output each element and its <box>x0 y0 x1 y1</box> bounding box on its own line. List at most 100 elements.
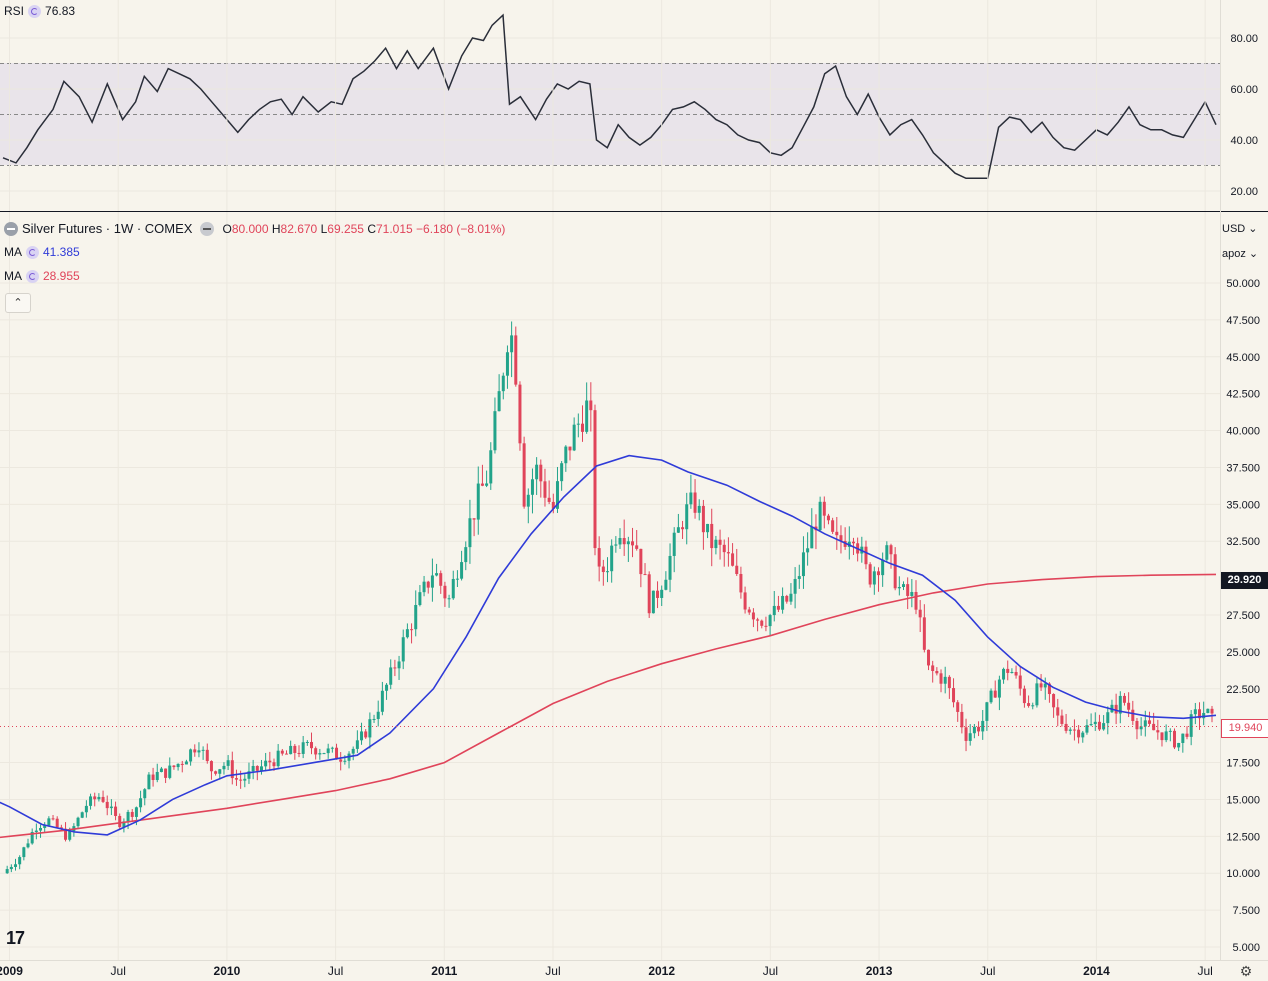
candle-body <box>51 818 55 820</box>
candle-body <box>139 798 143 808</box>
candle-body <box>55 818 59 828</box>
candle-body <box>243 778 247 781</box>
close-value: 71.015 <box>375 221 413 236</box>
candle-body <box>1052 694 1056 708</box>
candle-body <box>1097 721 1101 730</box>
candle-body <box>1114 704 1118 714</box>
candle-body <box>1164 731 1168 741</box>
y-tick-label: 37.500 <box>1226 462 1260 474</box>
refresh-icon[interactable] <box>26 245 39 259</box>
candle-body <box>676 527 680 533</box>
candle-body <box>747 609 751 613</box>
candle-body <box>380 690 384 712</box>
candle-body <box>826 515 830 521</box>
candle-body <box>89 796 93 806</box>
candle-body <box>426 581 430 588</box>
candle-body <box>259 766 263 771</box>
candle-body <box>906 584 910 596</box>
candle-body <box>993 690 997 698</box>
candle-body <box>614 544 618 546</box>
candle-body <box>143 789 147 799</box>
candle-body <box>293 745 297 753</box>
candle-body <box>1002 668 1006 680</box>
candle-body <box>1210 708 1214 714</box>
y-tick-label: 22.500 <box>1226 684 1260 696</box>
ma-slow-line <box>0 573 1217 839</box>
y-tick-label: 45.000 <box>1226 352 1260 364</box>
currency-selector[interactable]: USD ⌄ <box>1222 223 1258 235</box>
y-tick-label: 7.500 <box>1232 905 1260 917</box>
candle-body <box>289 745 293 755</box>
candle-body <box>218 769 222 774</box>
candle-body <box>1206 708 1210 713</box>
price-pane[interactable] <box>0 0 1220 960</box>
candle-body <box>522 443 526 507</box>
candle-body <box>1156 730 1160 733</box>
candle-body <box>806 548 810 553</box>
candle-body <box>902 584 906 587</box>
refresh-icon[interactable] <box>28 4 42 18</box>
tradingview-logo[interactable]: 17 <box>6 928 25 948</box>
y-tick-label: 25.000 <box>1226 647 1260 659</box>
candle-body <box>1010 671 1014 673</box>
symbol-legend[interactable]: Silver Futures · 1W · COMEX O80.000 H82.… <box>4 221 505 236</box>
candle-body <box>93 796 97 800</box>
rsi-value: 76.83 <box>45 4 76 18</box>
y-tick-label: 42.500 <box>1226 389 1260 401</box>
collapse-legend-button[interactable]: ⌃ <box>5 293 31 313</box>
rsi-legend[interactable]: RSI 76.83 <box>4 4 75 18</box>
scale-selector[interactable]: apoz ⌄ <box>1222 248 1259 260</box>
candle-body <box>155 771 159 781</box>
candle-body <box>1177 742 1181 748</box>
candle-body <box>147 774 151 790</box>
candle-body <box>1143 720 1147 727</box>
candle-body <box>501 375 505 392</box>
x-tick-label: Jul <box>545 964 560 978</box>
candle-body <box>547 497 551 502</box>
candle-body <box>597 548 601 567</box>
candle-body <box>1022 688 1026 704</box>
y-tick-label: 50.000 <box>1226 278 1260 290</box>
candle-body <box>476 483 480 520</box>
symbol-icon <box>4 221 18 236</box>
candle-body <box>1152 723 1156 731</box>
candle-body <box>535 464 539 480</box>
y-tick-label: 32.500 <box>1226 536 1260 548</box>
ma-slow-legend[interactable]: MA 28.955 <box>4 269 80 283</box>
candle-body <box>1106 712 1110 724</box>
candle-body <box>818 501 822 531</box>
candle-body <box>1056 707 1060 716</box>
candle-body <box>339 759 343 762</box>
refresh-icon[interactable] <box>26 269 39 283</box>
candle-body <box>1168 730 1172 732</box>
candle-body <box>1089 724 1093 726</box>
candle-body <box>322 753 326 755</box>
candle-body <box>276 750 280 767</box>
low-label: L <box>320 221 328 236</box>
candle-body <box>801 552 805 577</box>
candle-body <box>360 731 364 741</box>
candle-body <box>1072 729 1076 731</box>
candle-body <box>80 812 84 818</box>
candle-body <box>209 761 213 772</box>
x-tick-label: 2012 <box>648 964 675 978</box>
candle-body <box>618 538 622 545</box>
candle-body <box>1039 683 1043 688</box>
candle-body <box>580 423 584 432</box>
candle-body <box>722 544 726 553</box>
ma-fast-legend[interactable]: MA 41.385 <box>4 245 80 259</box>
candle-body <box>997 679 1001 698</box>
candle-body <box>214 771 218 774</box>
settings-gear-icon[interactable]: ⚙ <box>1239 963 1253 979</box>
candle-body <box>234 778 238 780</box>
candle-body <box>301 742 305 754</box>
candle-body <box>764 625 768 627</box>
candle-body <box>593 410 597 549</box>
symbol-title[interactable]: Silver Futures · 1W · COMEX <box>22 221 193 236</box>
candle-body <box>822 501 826 516</box>
candle-body <box>485 483 489 486</box>
candle-body <box>435 573 439 576</box>
candle-body <box>464 547 468 563</box>
candle-body <box>1043 683 1047 688</box>
